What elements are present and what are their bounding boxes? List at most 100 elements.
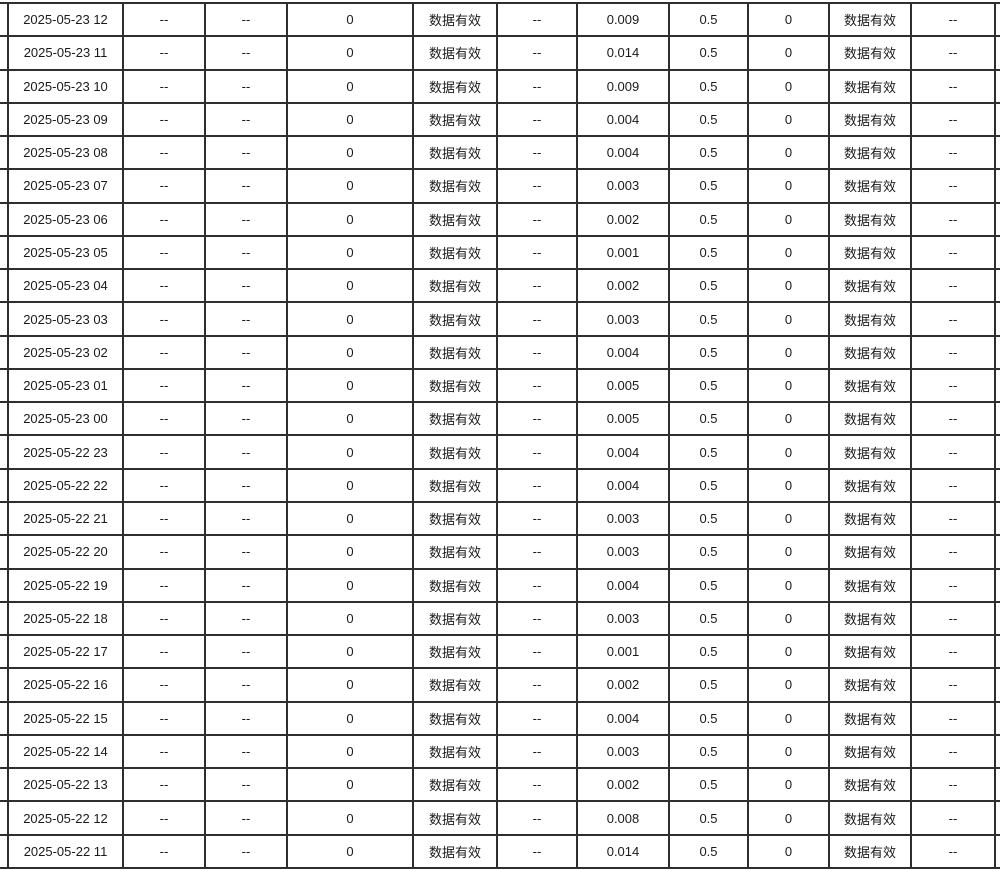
value-cell: 0 bbox=[747, 367, 830, 404]
value-cell: 0.5 bbox=[668, 301, 749, 337]
status-cell: 数据有效 bbox=[828, 700, 912, 736]
status-cell: 数据有效 bbox=[412, 367, 498, 404]
value-cell: -- bbox=[910, 234, 996, 271]
value-cell: 0 bbox=[747, 301, 830, 337]
value-cell: 0 bbox=[286, 534, 414, 570]
value-cell: 0.004 bbox=[576, 467, 670, 503]
value-cell: 0 bbox=[286, 68, 414, 104]
status-cell: 数据有效 bbox=[828, 168, 912, 204]
value-cell: -- bbox=[496, 201, 578, 237]
value-cell: 0 bbox=[747, 500, 830, 537]
status-cell: 数据有效 bbox=[412, 35, 498, 71]
status-cell: 数据有效 bbox=[412, 434, 498, 470]
value-cell: -- bbox=[496, 101, 578, 138]
value-cell: 0.004 bbox=[576, 334, 670, 370]
status-cell: 数据有效 bbox=[412, 234, 498, 271]
table-row: 2025-05-23 08 -- -- 0 数据有效 -- 0.004 0.5 … bbox=[0, 135, 1000, 171]
cropped-cell-right bbox=[994, 68, 1000, 104]
value-cell: 0.001 bbox=[576, 634, 670, 670]
table-row: 2025-05-22 11 -- -- 0 数据有效 -- 0.014 0.5 … bbox=[0, 833, 1000, 870]
cropped-cell-right bbox=[994, 301, 1000, 337]
value-cell: 0.5 bbox=[668, 168, 749, 204]
value-cell: -- bbox=[122, 234, 206, 271]
cropped-cell-left bbox=[0, 700, 9, 736]
value-cell: 0.5 bbox=[668, 201, 749, 237]
cropped-cell-left bbox=[0, 1, 9, 38]
value-cell: -- bbox=[496, 833, 578, 870]
status-cell: 数据有效 bbox=[828, 367, 912, 404]
value-cell: -- bbox=[910, 700, 996, 736]
value-cell: 0.003 bbox=[576, 733, 670, 770]
status-cell: 数据有效 bbox=[828, 135, 912, 171]
value-cell: 0 bbox=[286, 567, 414, 603]
value-cell: 0.003 bbox=[576, 600, 670, 637]
value-cell: 0 bbox=[286, 367, 414, 404]
value-cell: 0.009 bbox=[576, 1, 670, 38]
value-cell: -- bbox=[204, 401, 288, 437]
value-cell: -- bbox=[496, 268, 578, 304]
value-cell: 0 bbox=[747, 401, 830, 437]
value-cell: 0 bbox=[286, 634, 414, 670]
value-cell: -- bbox=[122, 434, 206, 470]
value-cell: -- bbox=[122, 667, 206, 703]
timestamp-cell: 2025-05-23 06 bbox=[7, 201, 124, 237]
status-cell: 数据有效 bbox=[412, 467, 498, 503]
value-cell: -- bbox=[122, 301, 206, 337]
value-cell: 0.014 bbox=[576, 35, 670, 71]
value-cell: -- bbox=[204, 35, 288, 71]
value-cell: -- bbox=[496, 334, 578, 370]
value-cell: 0 bbox=[747, 101, 830, 138]
value-cell: -- bbox=[122, 467, 206, 503]
value-cell: -- bbox=[910, 733, 996, 770]
value-cell: 0.003 bbox=[576, 168, 670, 204]
status-cell: 数据有效 bbox=[828, 733, 912, 770]
value-cell: -- bbox=[910, 268, 996, 304]
value-cell: -- bbox=[122, 733, 206, 770]
status-cell: 数据有效 bbox=[828, 68, 912, 104]
timestamp-cell: 2025-05-23 08 bbox=[7, 135, 124, 171]
value-cell: 0 bbox=[747, 467, 830, 503]
value-cell: 0.004 bbox=[576, 434, 670, 470]
cropped-cell-left bbox=[0, 600, 9, 637]
value-cell: 0 bbox=[286, 800, 414, 836]
value-cell: -- bbox=[910, 35, 996, 71]
value-cell: 0.5 bbox=[668, 733, 749, 770]
value-cell: 0.5 bbox=[668, 600, 749, 637]
value-cell: 0.5 bbox=[668, 667, 749, 703]
status-cell: 数据有效 bbox=[412, 733, 498, 770]
value-cell: 0.5 bbox=[668, 833, 749, 870]
status-cell: 数据有效 bbox=[412, 767, 498, 803]
cropped-cell-left bbox=[0, 500, 9, 537]
timestamp-cell: 2025-05-22 13 bbox=[7, 767, 124, 803]
value-cell: -- bbox=[496, 68, 578, 104]
cropped-cell-left bbox=[0, 467, 9, 503]
status-cell: 数据有效 bbox=[828, 334, 912, 370]
value-cell: -- bbox=[496, 135, 578, 171]
value-cell: -- bbox=[910, 367, 996, 404]
timestamp-cell: 2025-05-22 16 bbox=[7, 667, 124, 703]
value-cell: 0.008 bbox=[576, 800, 670, 836]
value-cell: -- bbox=[122, 334, 206, 370]
value-cell: 0 bbox=[286, 201, 414, 237]
cropped-cell-left bbox=[0, 767, 9, 803]
value-cell: 0.5 bbox=[668, 35, 749, 71]
status-cell: 数据有效 bbox=[828, 767, 912, 803]
value-cell: -- bbox=[496, 634, 578, 670]
value-cell: -- bbox=[496, 534, 578, 570]
cropped-cell-left bbox=[0, 534, 9, 570]
value-cell: -- bbox=[204, 634, 288, 670]
status-cell: 数据有效 bbox=[412, 135, 498, 171]
value-cell: 0 bbox=[286, 401, 414, 437]
value-cell: 0 bbox=[286, 234, 414, 271]
value-cell: -- bbox=[496, 500, 578, 537]
value-cell: -- bbox=[496, 234, 578, 271]
value-cell: -- bbox=[496, 667, 578, 703]
value-cell: 0.004 bbox=[576, 135, 670, 171]
value-cell: -- bbox=[910, 301, 996, 337]
value-cell: -- bbox=[910, 101, 996, 138]
table-row: 2025-05-23 10 -- -- 0 数据有效 -- 0.009 0.5 … bbox=[0, 68, 1000, 104]
table-row: 2025-05-22 12 -- -- 0 数据有效 -- 0.008 0.5 … bbox=[0, 800, 1000, 836]
cropped-cell-right bbox=[994, 534, 1000, 570]
